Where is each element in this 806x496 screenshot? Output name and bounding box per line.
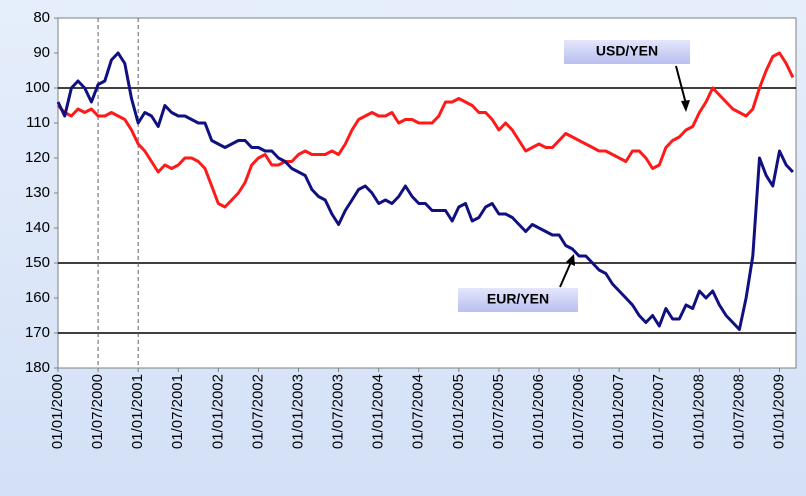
- x-tick-label: 01/07/2002: [249, 374, 266, 449]
- x-tick-label: 01/07/2003: [330, 374, 347, 449]
- arrow-head: [681, 100, 690, 112]
- x-tick-label: 01/01/2005: [450, 374, 467, 449]
- y-tick-label: 180: [25, 359, 50, 376]
- y-tick-label: 100: [25, 79, 50, 96]
- plot-layer: [54, 17, 796, 372]
- y-tick-label: 90: [33, 44, 50, 61]
- y-tick-label: 80: [33, 9, 50, 26]
- x-tick-label: 01/07/2008: [730, 374, 747, 449]
- y-tick-label: 160: [25, 289, 50, 306]
- annotation-arrow: [559, 261, 572, 288]
- annotation-arrow: [675, 65, 687, 105]
- series-line: [56, 51, 795, 209]
- x-tick-label: 01/01/2007: [610, 374, 627, 449]
- x-tick-label: 01/07/2006: [570, 374, 587, 449]
- series-line: [56, 51, 794, 331]
- y-tick-label: 120: [25, 149, 50, 166]
- x-tick-label: 01/07/2007: [650, 374, 667, 449]
- x-tick-label: 01/01/2008: [690, 374, 707, 449]
- y-tick-label: 140: [25, 219, 50, 236]
- x-tick-label: 01/01/2002: [209, 374, 226, 449]
- y-tick-label: 150: [25, 254, 50, 271]
- annotation-box: [458, 288, 578, 312]
- annotation-box: [564, 40, 690, 64]
- x-tick-label: 01/07/2004: [410, 374, 427, 449]
- x-tick-label: 01/01/2003: [289, 374, 306, 449]
- x-tick-label: 01/01/2009: [770, 374, 787, 449]
- x-tick-label: 01/07/2005: [490, 374, 507, 449]
- y-tick-label: 170: [25, 324, 50, 341]
- annotation-label: USD/YEN: [596, 43, 658, 59]
- x-tick-label: 01/01/2004: [370, 374, 387, 449]
- x-tick-label: 01/07/2000: [89, 374, 106, 449]
- plot-area: [57, 17, 797, 369]
- x-tick-label: 01/01/2001: [129, 374, 146, 449]
- x-tick-label: 01/01/2000: [49, 374, 66, 449]
- annotation-label: EUR/YEN: [487, 291, 549, 307]
- y-tick-label: 110: [26, 114, 50, 131]
- arrow-head: [566, 254, 575, 266]
- x-tick-label: 01/01/2006: [530, 374, 547, 449]
- x-tick-label: 01/07/2001: [169, 374, 186, 449]
- y-tick-label: 130: [25, 184, 50, 201]
